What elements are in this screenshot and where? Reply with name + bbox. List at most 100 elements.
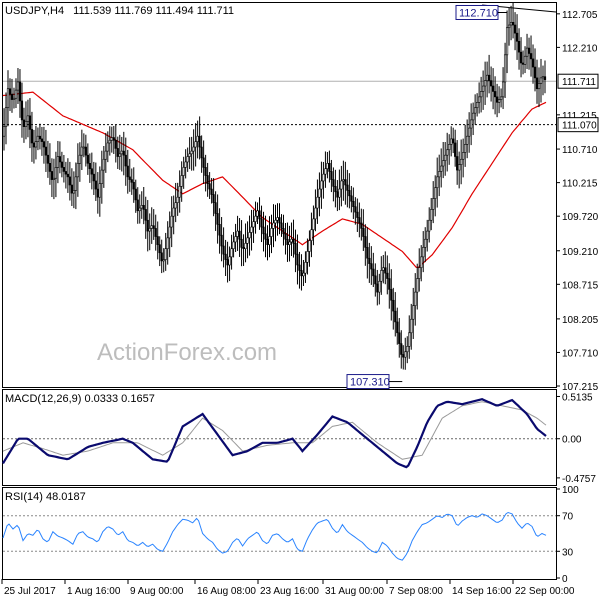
candle-body (192, 146, 195, 152)
candle-body (144, 209, 147, 221)
candle-body (388, 278, 391, 290)
candle-body (196, 135, 199, 142)
candle-body (262, 226, 265, 235)
candle-body (4, 107, 8, 128)
candle-body (294, 243, 297, 255)
support-level-box (557, 117, 599, 133)
candle-body (350, 195, 353, 202)
candle-body (472, 112, 475, 121)
candle-body (224, 253, 227, 260)
candle-body (94, 180, 97, 190)
candle-body (98, 183, 101, 198)
candle-body (328, 163, 331, 172)
candle-body (38, 135, 42, 140)
candle-body (470, 119, 473, 129)
price-tick-label: 108.715 (562, 280, 599, 291)
candle-body (232, 241, 235, 250)
candle-body (326, 163, 329, 170)
candle-body (424, 238, 427, 248)
candle-body (478, 96, 481, 103)
candle-body (462, 152, 465, 160)
rsi-panel (2, 487, 557, 580)
candle-body (515, 32, 519, 42)
candle-body (160, 252, 163, 262)
watermark: ActionForex.com (97, 339, 277, 366)
candle-body (509, 22, 513, 26)
price-tick-label: 107.710 (562, 348, 599, 359)
candle-body (176, 196, 179, 203)
candle-body (454, 142, 457, 157)
candle-body (20, 100, 24, 121)
candle-body (162, 259, 165, 262)
candle-body (482, 85, 485, 92)
candle-body (400, 343, 403, 355)
candle-body (537, 83, 541, 90)
candle-body (384, 267, 387, 274)
x-tick-label: 23 Aug 16:00 (260, 586, 319, 597)
candle-body (2, 126, 6, 137)
candle-body (378, 280, 381, 293)
candle-body (226, 259, 229, 266)
candle-body (220, 234, 223, 247)
candle-body (486, 74, 489, 81)
candle-body (64, 171, 67, 175)
candle-body (168, 226, 171, 239)
candle-body (406, 346, 409, 353)
candle-body (480, 91, 483, 98)
x-tick-label: 22 Sep 00:00 (515, 586, 575, 597)
candle-body (178, 186, 181, 198)
rsi-title: RSI(14) 48.0187 (5, 491, 86, 503)
macd-title: MACD(12,26,9) 0.0333 0.1657 (5, 393, 155, 405)
candle-body (366, 247, 369, 259)
price-tick-label: 112.210 (562, 43, 598, 54)
candle-body (438, 171, 441, 178)
candle-body (240, 238, 243, 248)
candle-body (32, 142, 36, 148)
candle-body (118, 153, 121, 157)
symbol-label: USDJPY,H4 (5, 5, 64, 17)
candle-body (535, 77, 539, 90)
candle-body (194, 141, 197, 148)
candle-body (476, 101, 479, 109)
candle-body (408, 332, 411, 347)
price-tick-label: 109.720 (562, 212, 599, 223)
candle-body (44, 146, 48, 156)
candle-body (12, 97, 16, 100)
candle-body (116, 148, 119, 157)
candle-body (268, 236, 271, 245)
candle-body (505, 27, 509, 56)
candle-body (292, 238, 295, 244)
candle-body (372, 268, 375, 277)
candle-body (418, 267, 421, 279)
candle-body (376, 283, 379, 293)
candle-body (266, 238, 269, 245)
candle-body (110, 137, 113, 141)
candle-body (420, 256, 423, 269)
candle-body (460, 158, 463, 165)
price-tick-label: 112.705 (562, 10, 598, 21)
candle-body (306, 251, 309, 263)
candle-body (182, 167, 185, 176)
candle-body (284, 233, 287, 240)
candle-body (452, 138, 455, 144)
x-tick-label: 14 Sep 16:00 (452, 586, 512, 597)
candle-body (430, 209, 433, 221)
macd-tick-label: 0.00 (562, 435, 582, 446)
candle-body (134, 188, 137, 201)
x-tick-label: 7 Sep 08:00 (389, 586, 443, 597)
candle-body (416, 278, 419, 293)
price-tick-label: 111.215 (562, 111, 597, 122)
candle-body (422, 247, 425, 258)
candle-body (428, 219, 431, 232)
candle-body (396, 321, 399, 334)
candle-body (527, 47, 531, 54)
candle-body (312, 218, 315, 231)
candle-body (150, 225, 153, 229)
candle-body (18, 81, 22, 102)
candle-body (288, 241, 291, 245)
candle-body (382, 267, 385, 271)
candle-body (154, 228, 157, 237)
candle-body (46, 154, 50, 164)
candle-body (539, 77, 543, 84)
candle-body (503, 54, 507, 83)
